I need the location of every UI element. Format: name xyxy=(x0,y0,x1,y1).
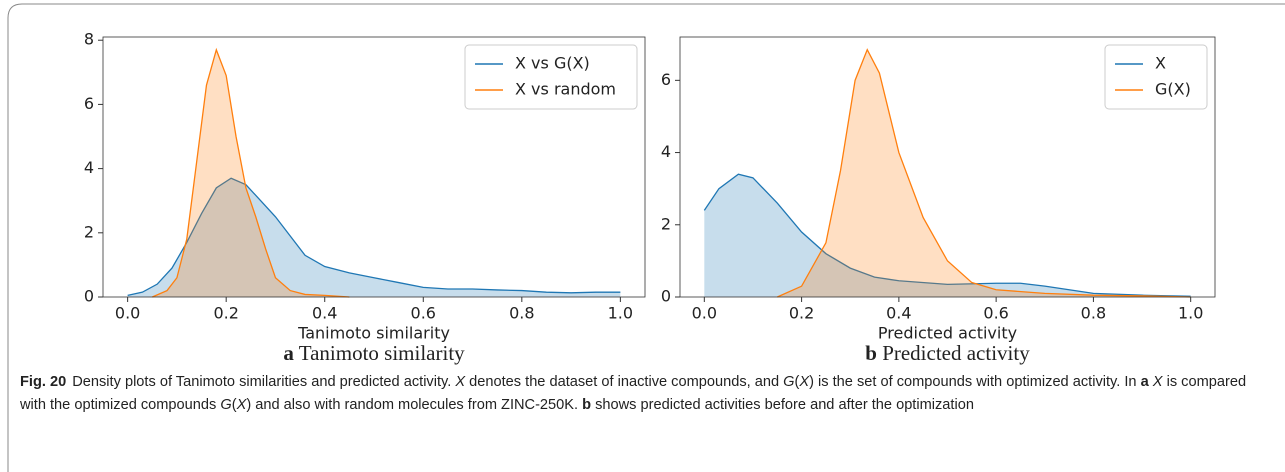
density-area xyxy=(704,174,1191,297)
caption-text: Density plots of Tanimoto similarities a… xyxy=(72,374,456,390)
x-tick-label: 0.6 xyxy=(411,304,436,323)
y-tick-label: 4 xyxy=(84,158,94,177)
legend-label: X vs random xyxy=(515,80,616,99)
caption-text: X xyxy=(455,374,466,390)
x-tick-label: 1.0 xyxy=(608,304,633,323)
y-tick-label: 8 xyxy=(84,30,94,49)
caption-text: denotes the dataset of inactive compound… xyxy=(465,374,784,390)
panel-title: Tanimoto similarity xyxy=(299,341,465,365)
caption-text: ) is the set of compounds with optimized… xyxy=(809,374,1141,390)
x-tick-label: 0.2 xyxy=(789,304,814,323)
density-area xyxy=(777,49,1191,298)
x-tick-label: 0.0 xyxy=(115,304,140,323)
x-tick-label: 0.0 xyxy=(692,304,717,323)
x-axis-label: Predicted activity xyxy=(878,324,1017,343)
x-tick-label: 0.8 xyxy=(1081,304,1106,323)
caption-text: X xyxy=(1152,374,1163,390)
y-tick-label: 0 xyxy=(84,287,94,306)
y-tick-label: 2 xyxy=(84,222,94,241)
axes-frame xyxy=(102,36,646,298)
x-tick-label: 1.0 xyxy=(1178,304,1203,323)
subcaption: b Predicted activity xyxy=(865,341,1030,365)
subcaption: a Tanimoto similarity xyxy=(283,341,465,365)
x-tick-label: 0.4 xyxy=(312,304,337,323)
panel-label: a xyxy=(283,341,294,365)
legend-label: X xyxy=(1155,54,1166,73)
legend-box xyxy=(464,44,638,110)
y-tick-label: 4 xyxy=(661,142,671,161)
x-tick-label: 0.4 xyxy=(886,304,911,323)
frame xyxy=(7,3,1285,472)
caption-text: X xyxy=(236,396,247,413)
density-area xyxy=(152,49,350,297)
y-tick-label: 0 xyxy=(661,287,671,306)
caption-text: b xyxy=(582,396,592,413)
density-line xyxy=(703,173,1191,297)
caption-text: is compared with the optimized compounds xyxy=(20,374,1247,413)
axes-frame xyxy=(679,36,1216,298)
caption-text: ( xyxy=(794,374,800,390)
legend-label: G(X) xyxy=(1155,80,1191,99)
caption-text: ) and also with random molecules from ZI… xyxy=(246,396,583,413)
y-tick-label: 2 xyxy=(661,214,671,233)
caption-text: a xyxy=(1140,374,1149,390)
panel-label: b xyxy=(865,341,877,365)
legend-label: X vs G(X) xyxy=(515,54,590,73)
y-tick-label: 6 xyxy=(84,94,94,113)
density-line xyxy=(127,177,621,297)
density-line xyxy=(777,48,1191,298)
caption-text: G xyxy=(783,374,795,390)
density-line xyxy=(152,47,350,298)
legend-box xyxy=(1104,44,1208,110)
caption-text: G xyxy=(220,396,232,413)
panel-title: Predicted activity xyxy=(882,341,1030,365)
caption-text: shows predicted activities before and af… xyxy=(591,396,974,413)
x-tick-label: 0.2 xyxy=(213,304,238,323)
x-tick-label: 0.6 xyxy=(983,304,1008,323)
caption: Fig. 20 Density plots of Tanimoto similar… xyxy=(20,371,1270,416)
caption-text: X xyxy=(799,374,810,390)
x-axis-label: Tanimoto similarity xyxy=(297,324,450,343)
x-tick-label: 0.8 xyxy=(509,304,534,323)
y-tick-label: 6 xyxy=(661,70,671,89)
caption-text: ( xyxy=(231,396,237,413)
caption-label: Fig. 20 xyxy=(20,374,67,390)
density-area xyxy=(127,178,621,297)
